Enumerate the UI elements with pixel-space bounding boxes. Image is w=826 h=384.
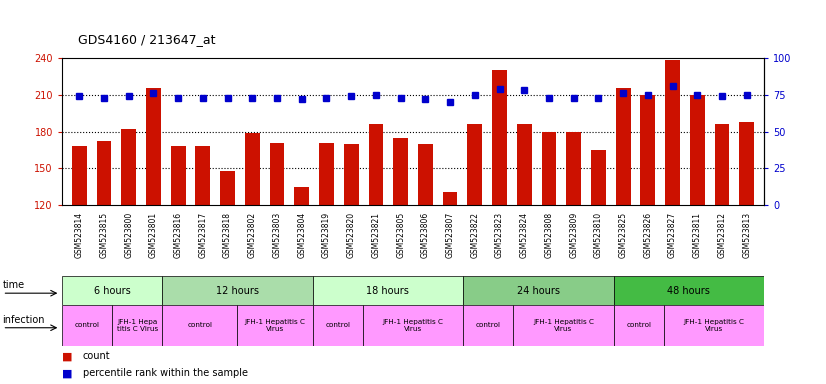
Bar — [121, 129, 136, 205]
Text: ■: ■ — [62, 351, 73, 361]
Bar — [664, 305, 764, 346]
Bar — [468, 124, 482, 205]
Bar — [463, 276, 614, 305]
Bar — [393, 138, 408, 205]
Bar — [463, 305, 513, 346]
Text: infection: infection — [2, 314, 45, 325]
Bar — [368, 124, 383, 205]
Bar — [443, 192, 458, 205]
Text: ■: ■ — [62, 368, 73, 378]
Text: time: time — [2, 280, 25, 290]
Text: count: count — [83, 351, 110, 361]
Bar — [418, 144, 433, 205]
Text: JFH-1 Hepatitis C
Virus: JFH-1 Hepatitis C Virus — [382, 319, 444, 332]
Bar — [363, 305, 463, 346]
Text: JFH-1 Hepatitis C
Virus: JFH-1 Hepatitis C Virus — [244, 319, 306, 332]
Bar — [517, 124, 532, 205]
Bar — [690, 94, 705, 205]
Bar — [492, 70, 507, 205]
Bar — [714, 124, 729, 205]
Bar — [313, 276, 463, 305]
Bar — [591, 150, 605, 205]
Text: GDS4160 / 213647_at: GDS4160 / 213647_at — [78, 33, 216, 46]
Bar — [614, 305, 664, 346]
Text: control: control — [188, 323, 212, 328]
Bar — [62, 276, 162, 305]
Text: percentile rank within the sample: percentile rank within the sample — [83, 368, 248, 378]
Text: control: control — [626, 323, 651, 328]
Bar — [615, 88, 630, 205]
Bar — [244, 133, 259, 205]
Text: control: control — [476, 323, 501, 328]
Bar — [72, 146, 87, 205]
Bar — [567, 131, 582, 205]
Bar — [62, 305, 112, 346]
Bar — [739, 122, 754, 205]
Text: control: control — [74, 323, 99, 328]
Text: control: control — [325, 323, 350, 328]
Bar — [614, 276, 764, 305]
Bar — [513, 305, 614, 346]
Bar — [112, 305, 162, 346]
Text: JFH-1 Hepa
titis C Virus: JFH-1 Hepa titis C Virus — [116, 319, 158, 332]
Bar — [162, 276, 313, 305]
Text: 48 hours: 48 hours — [667, 286, 710, 296]
Bar — [640, 94, 655, 205]
Bar — [313, 305, 363, 346]
Text: 24 hours: 24 hours — [517, 286, 560, 296]
Bar — [542, 131, 557, 205]
Text: JFH-1 Hepatitis C
Virus: JFH-1 Hepatitis C Virus — [533, 319, 594, 332]
Bar — [97, 141, 112, 205]
Text: 18 hours: 18 hours — [367, 286, 410, 296]
Text: JFH-1 Hepatitis C
Virus: JFH-1 Hepatitis C Virus — [683, 319, 744, 332]
Bar — [269, 142, 284, 205]
Text: 12 hours: 12 hours — [216, 286, 259, 296]
Bar — [665, 60, 680, 205]
Bar — [196, 146, 211, 205]
Text: 6 hours: 6 hours — [93, 286, 131, 296]
Bar — [319, 142, 334, 205]
Bar — [238, 305, 313, 346]
Bar — [221, 171, 235, 205]
Bar — [294, 187, 309, 205]
Bar — [146, 88, 161, 205]
Bar — [344, 144, 358, 205]
Bar — [171, 146, 186, 205]
Bar — [162, 305, 238, 346]
